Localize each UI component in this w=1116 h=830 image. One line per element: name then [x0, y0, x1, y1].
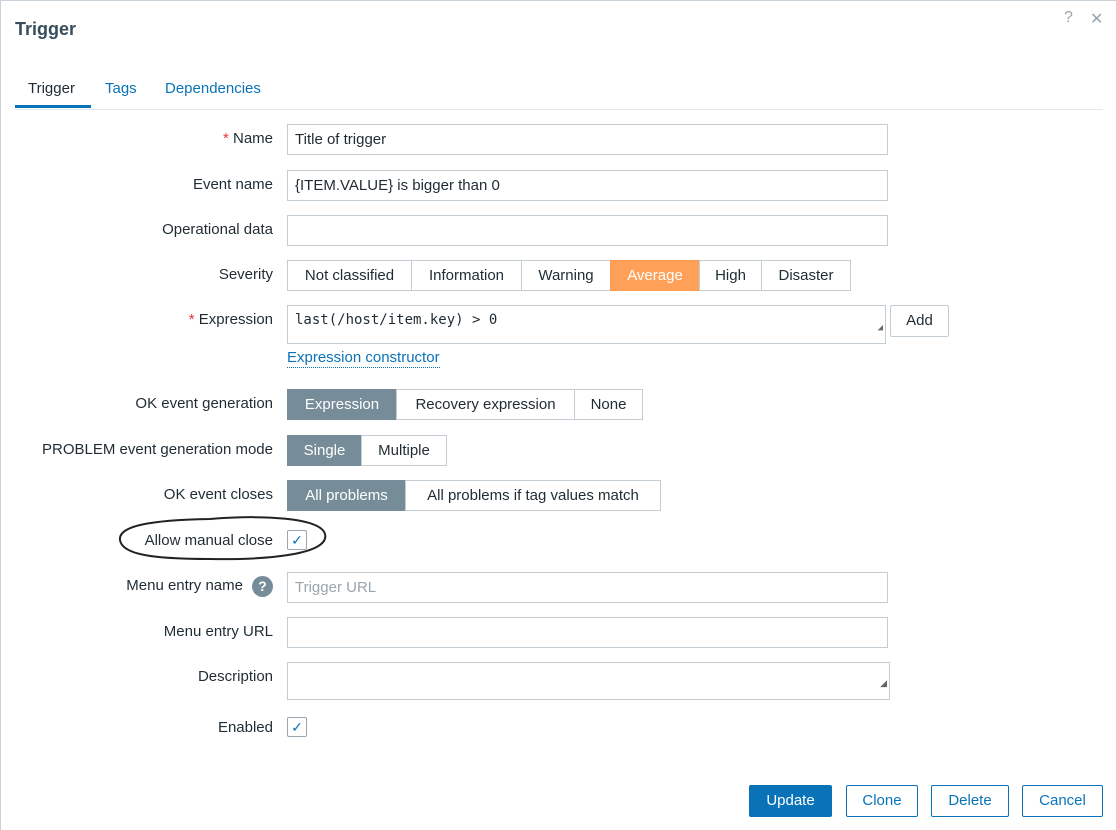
- close-icon[interactable]: ✕: [1090, 11, 1104, 28]
- help-icon[interactable]: ?: [252, 576, 273, 597]
- resize-handle-icon[interactable]: ◢: [877, 323, 883, 333]
- hand-drawn-circle-annotation: [118, 516, 327, 561]
- dialog-title: Trigger: [15, 19, 77, 39]
- ok-closes-all-problems[interactable]: All problems: [287, 480, 406, 511]
- severity-disaster[interactable]: Disaster: [761, 260, 851, 291]
- severity-warning[interactable]: Warning: [521, 260, 611, 291]
- problem-mode-label: PROBLEM event generation mode: [42, 441, 273, 458]
- allow-manual-close-label: Allow manual close: [144, 532, 273, 549]
- ok-event-generation-label: OK event generation: [135, 395, 273, 412]
- severity-not-classified[interactable]: Not classified: [287, 260, 412, 291]
- name-label: * Name: [222, 130, 273, 147]
- tab-divider: [15, 109, 1103, 110]
- enabled-checkbox[interactable]: ✓: [287, 717, 307, 737]
- event-name-input[interactable]: {ITEM.VALUE} is bigger than 0: [287, 170, 888, 201]
- expression-label: * Expression: [188, 311, 273, 328]
- problem-mode-single[interactable]: Single: [287, 435, 362, 466]
- ok-closes-tag-values-match[interactable]: All problems if tag values match: [405, 480, 661, 511]
- severity-information[interactable]: Information: [411, 260, 522, 291]
- ok-event-closes-label: OK event closes: [163, 486, 273, 503]
- description-label: Description: [197, 668, 273, 685]
- menu-entry-name-label: Menu entry name: [126, 577, 243, 594]
- clone-button[interactable]: Clone: [846, 785, 918, 817]
- help-icon[interactable]: ?: [1064, 9, 1073, 26]
- update-button[interactable]: Update: [749, 785, 832, 817]
- severity-label: Severity: [218, 266, 273, 283]
- description-textarea[interactable]: ◢: [287, 662, 890, 700]
- name-input[interactable]: Title of trigger: [287, 124, 888, 155]
- ok-gen-recovery-expression[interactable]: Recovery expression: [396, 389, 575, 420]
- allow-manual-close-checkbox[interactable]: ✓: [287, 530, 307, 550]
- tab-trigger[interactable]: Trigger: [15, 80, 91, 108]
- cancel-button[interactable]: Cancel: [1022, 785, 1103, 817]
- tab-dependencies[interactable]: Dependencies: [165, 80, 261, 97]
- menu-entry-name-input[interactable]: Trigger URL: [287, 572, 888, 603]
- severity-average[interactable]: Average: [610, 260, 700, 291]
- problem-mode-multiple[interactable]: Multiple: [361, 435, 447, 466]
- operational-data-input[interactable]: [287, 215, 888, 246]
- ok-gen-none[interactable]: None: [574, 389, 643, 420]
- operational-data-label: Operational data: [162, 221, 273, 238]
- menu-entry-url-label: Menu entry URL: [163, 623, 273, 640]
- severity-high[interactable]: High: [699, 260, 762, 291]
- menu-entry-url-input[interactable]: [287, 617, 888, 648]
- expression-textarea[interactable]: last(/host/item.key) > 0 ◢: [287, 305, 886, 344]
- enabled-label: Enabled: [217, 719, 273, 736]
- delete-button[interactable]: Delete: [931, 785, 1009, 817]
- event-name-label: Event name: [192, 176, 273, 193]
- expression-constructor-link[interactable]: Expression constructor: [287, 349, 440, 368]
- add-button[interactable]: Add: [890, 305, 949, 337]
- ok-gen-expression[interactable]: Expression: [287, 389, 397, 420]
- resize-handle-icon[interactable]: ◢: [880, 678, 887, 688]
- tab-tags[interactable]: Tags: [105, 80, 137, 97]
